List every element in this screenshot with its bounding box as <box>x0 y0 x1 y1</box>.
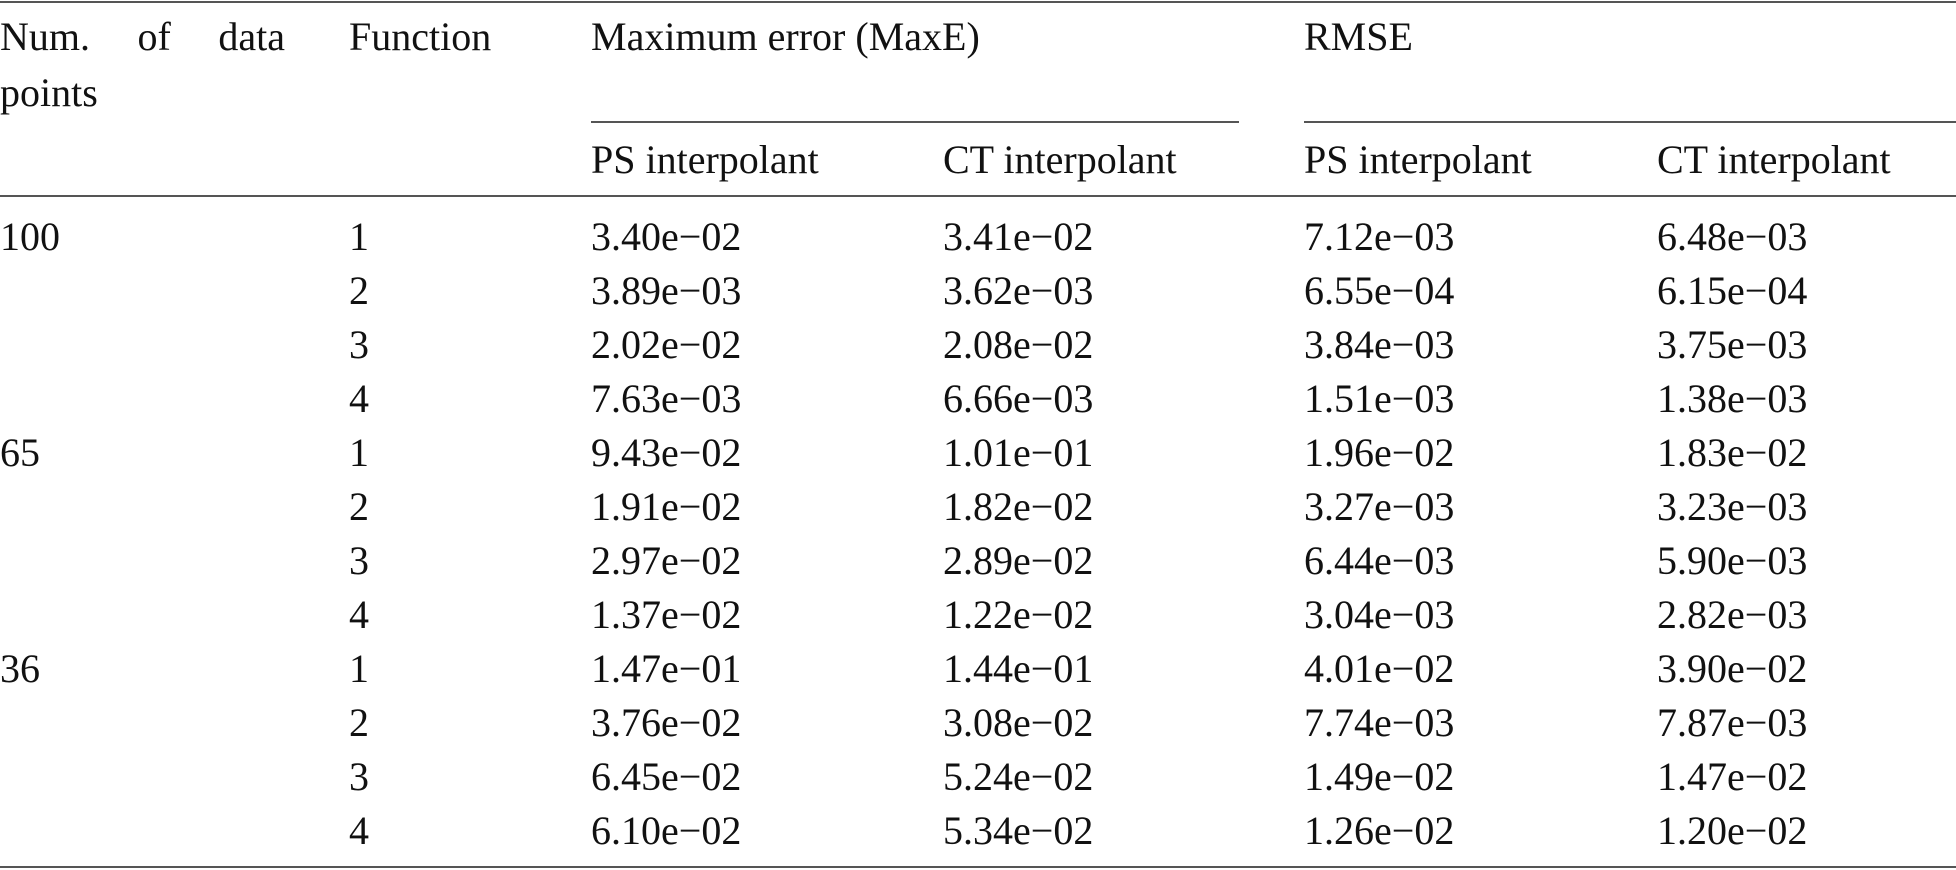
table-cell: 6.44e−03 <box>1304 538 1455 583</box>
table-cell: 6.15e−04 <box>1657 268 1808 313</box>
table-cell: 6.55e−04 <box>1304 268 1455 313</box>
table-cell: 3.40e−02 <box>591 214 742 259</box>
table-cell: 3.76e−02 <box>591 700 742 745</box>
table-cell: 4 <box>349 808 369 853</box>
table-cell: 3.23e−03 <box>1657 484 1808 529</box>
table-cell: 2.08e−02 <box>943 322 1094 367</box>
table-cell: 1.47e−01 <box>591 646 742 691</box>
table-cell: 4 <box>349 592 369 637</box>
table-cell: 1.38e−03 <box>1657 376 1808 421</box>
top-rule <box>0 1 1956 3</box>
table-cell: 9.43e−02 <box>591 430 742 475</box>
table-cell: 1.26e−02 <box>1304 808 1455 853</box>
subheader-cell: CT interpolant <box>943 137 1177 182</box>
table-cell: 3 <box>349 538 369 583</box>
table-cell: 3.62e−03 <box>943 268 1094 313</box>
table-cell: 3.89e−03 <box>591 268 742 313</box>
table-cell: 3 <box>349 754 369 799</box>
subheader-cell: PS interpolant <box>591 137 819 182</box>
table-cell: 3 <box>349 322 369 367</box>
header-rule <box>0 195 1956 197</box>
table-cell: 1 <box>349 430 369 475</box>
table-cell: 4.01e−02 <box>1304 646 1455 691</box>
table-cell: 3.84e−03 <box>1304 322 1455 367</box>
table-cell: 1.01e−01 <box>943 430 1094 475</box>
table-cell: 4 <box>349 376 369 421</box>
table-cell: 1 <box>349 214 369 259</box>
table-cell: 6.10e−02 <box>591 808 742 853</box>
group-label: 36 <box>0 646 40 691</box>
table-cell: 3.41e−02 <box>943 214 1094 259</box>
table-cell: 2 <box>349 484 369 529</box>
table-cell: 7.12e−03 <box>1304 214 1455 259</box>
table-cell: 1.20e−02 <box>1657 808 1808 853</box>
table-cell: 1.96e−02 <box>1304 430 1455 475</box>
header-cell: Maximum error (MaxE) <box>591 14 980 59</box>
header-cell: Num. of data points <box>0 14 285 115</box>
header-cell: RMSE <box>1304 14 1413 59</box>
table-cell: 1.82e−02 <box>943 484 1094 529</box>
table-cell: 2.82e−03 <box>1657 592 1808 637</box>
table-cell: 2.02e−02 <box>591 322 742 367</box>
subheader-cell: PS interpolant <box>1304 137 1532 182</box>
table-cell: 2 <box>349 700 369 745</box>
rmse-rule <box>1304 121 1956 123</box>
table-cell: 1.83e−02 <box>1657 430 1808 475</box>
table-cell: 1 <box>349 646 369 691</box>
table-cell: 2.89e−02 <box>943 538 1094 583</box>
table-cell: 1.51e−03 <box>1304 376 1455 421</box>
table-cell: 1.91e−02 <box>591 484 742 529</box>
table-cell: 7.63e−03 <box>591 376 742 421</box>
table-cell: 5.24e−02 <box>943 754 1094 799</box>
table-cell: 6.48e−03 <box>1657 214 1808 259</box>
table-cell: 3.08e−02 <box>943 700 1094 745</box>
table-cell: 2.97e−02 <box>591 538 742 583</box>
table-cell: 1.22e−02 <box>943 592 1094 637</box>
maxe-rule <box>591 121 1239 123</box>
table-cell: 3.04e−03 <box>1304 592 1455 637</box>
table-cell: 1.49e−02 <box>1304 754 1455 799</box>
table-cell: 1.37e−02 <box>591 592 742 637</box>
table-cell: 6.45e−02 <box>591 754 742 799</box>
table-cell: 7.74e−03 <box>1304 700 1455 745</box>
table-cell: 2 <box>349 268 369 313</box>
table-cell: 3.75e−03 <box>1657 322 1808 367</box>
subheader-cell: CT interpolant <box>1657 137 1891 182</box>
group-label: 100 <box>0 214 60 259</box>
table-cell: 3.90e−02 <box>1657 646 1808 691</box>
group-label: 65 <box>0 430 40 475</box>
table-cell: 7.87e−03 <box>1657 700 1808 745</box>
header-cell: Function <box>349 14 492 59</box>
table-cell: 1.47e−02 <box>1657 754 1808 799</box>
table-cell: 5.34e−02 <box>943 808 1094 853</box>
bottom-rule <box>0 866 1956 868</box>
table-cell: 3.27e−03 <box>1304 484 1455 529</box>
table-cell: 1.44e−01 <box>943 646 1094 691</box>
table-cell: 6.66e−03 <box>943 376 1094 421</box>
table-cell: 5.90e−03 <box>1657 538 1808 583</box>
